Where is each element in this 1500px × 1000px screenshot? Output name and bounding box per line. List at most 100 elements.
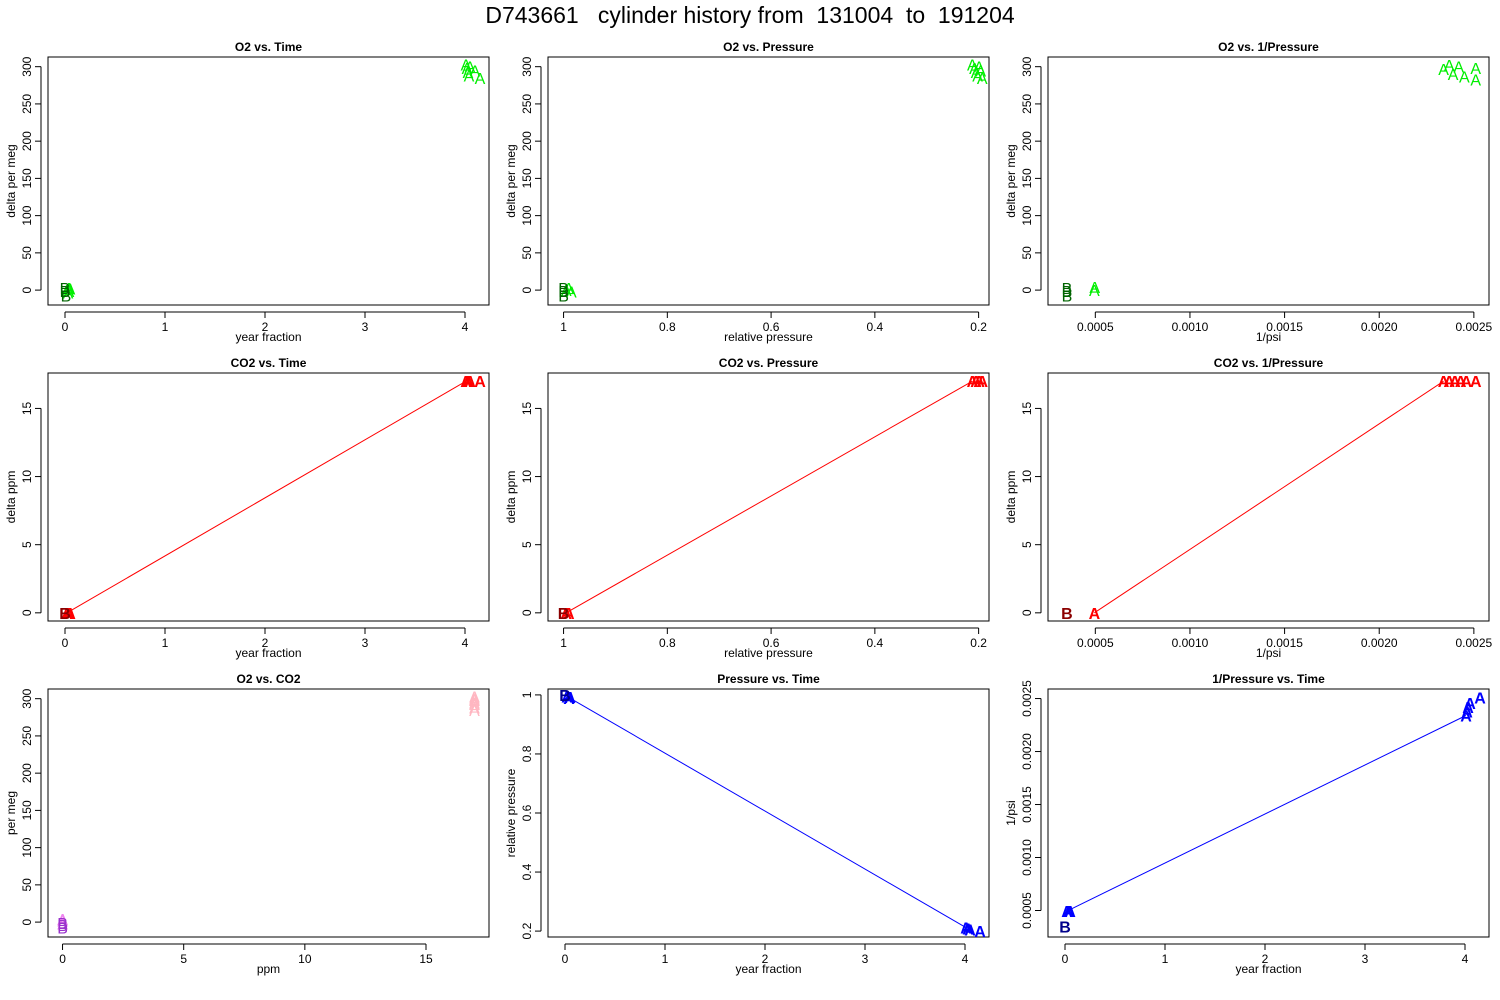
data-point: B [59,606,71,623]
y-tick-label: 300 [520,56,534,76]
data-point: A [1460,708,1472,725]
panel-title: CO2 vs. 1/Pressure [1214,356,1324,370]
data-point: A [1089,283,1100,300]
data-point: A [64,284,75,301]
x-tick-label: 0 [59,952,66,966]
x-axis-label: year fraction [235,330,301,344]
y-axis-label: per meg [4,791,18,835]
data-point: A [977,71,988,88]
data-point: A [469,703,480,720]
x-tick-label: 5 [180,952,187,966]
data-point: B [558,284,569,301]
x-axis-label: ppm [257,962,280,976]
data-point: A [563,691,575,708]
plot-frame [547,372,990,622]
x-tick-label: 0.0005 [1077,636,1114,650]
panel-1: O2 vs. Time 0 1 2 3 4 year fraction 0 50 100 150 20… [4,40,490,344]
data-point: A [475,71,486,88]
data-point: A [1470,61,1481,78]
data-point: A [964,923,976,940]
data-point: B [558,606,570,623]
x-tick-label: 0 [62,636,69,650]
x-tick-label: 1 [560,636,567,650]
x-tick-label: 2 [262,320,269,334]
x-tick-label: 2 [262,636,269,650]
x-axis-label: year fraction [235,646,301,660]
data-point: A [967,374,979,391]
data-point: A [469,701,480,718]
data-point: A [560,606,572,623]
data-point: A [461,57,472,74]
x-tick-label: 0.8 [659,320,676,334]
plot-frame [1047,688,1490,938]
x-tick-label: 0.2 [970,636,987,650]
data-point: A [462,61,473,78]
data-point: A [1455,374,1467,391]
data-point: A [1459,69,1470,86]
data-point: A [1449,374,1461,391]
data-point: A [469,695,480,712]
data-point: A [57,914,68,931]
data-point: B [57,918,68,935]
panel-8: Pressure vs. Time 0 1 2 3 4 year fraction 0.2 0.… [504,672,990,976]
data-point: A [63,606,75,623]
data-point: A [974,924,986,941]
x-tick-label: 0.2 [970,320,987,334]
data-point: A [1474,690,1486,707]
x-tick-label: 0.8 [659,636,676,650]
data-point: A [61,606,73,623]
plot-frame [1047,372,1490,622]
x-tick-label: 3 [1362,952,1369,966]
y-axis-label: delta ppm [504,471,518,524]
data-point: B [558,281,569,298]
y-tick-label: 15 [20,401,34,415]
x-tick-label: 4 [462,320,469,334]
data-point: A [972,69,983,86]
x-axis-label: 1/psi [1256,646,1281,660]
y-tick-label: 150 [1020,168,1034,188]
data-point: A [563,281,574,298]
data-point: A [969,61,980,78]
y-tick-label: 200 [20,131,34,151]
y-tick-label: 250 [20,94,34,114]
y-tick-label: 0.0015 [1020,786,1034,823]
y-tick-label: 100 [520,205,534,225]
y-tick-label: 0.0010 [1020,839,1034,876]
y-tick-label: 0 [1020,286,1034,293]
y-tick-label: 15 [1020,401,1034,415]
x-tick-label: 1 [560,320,567,334]
data-point: A [1438,62,1449,79]
x-axis-label: year fraction [735,962,801,976]
data-point: A [65,282,76,299]
data-point: A [57,912,68,929]
x-tick-label: 3 [862,952,869,966]
data-point: A [962,922,974,939]
data-point: A [462,374,474,391]
panel-title: CO2 vs. Time [231,356,307,370]
data-point: A [1461,704,1473,721]
data-point: A [469,697,480,714]
x-tick-label: 1 [1162,952,1169,966]
y-tick-label: 200 [20,763,34,783]
data-point: B [57,916,68,933]
data-point: A [64,606,76,623]
data-point: B [1059,919,1071,936]
y-tick-label: 5 [1020,541,1034,548]
data-point: A [469,693,480,710]
trend-line [565,380,973,614]
x-tick-label: 0.6 [763,320,780,334]
data-point: A [564,690,576,707]
y-tick-label: 50 [520,246,534,260]
plot-frame [47,372,490,622]
y-tick-label: 0 [1020,609,1034,616]
panel-title: O2 vs. Pressure [723,40,814,54]
x-tick-label: 0.0020 [1361,320,1398,334]
x-tick-label: 3 [362,320,369,334]
panel-title: O2 vs. Time [235,40,302,54]
data-point: A [1470,374,1482,391]
y-tick-label: 0.0025 [1020,680,1034,717]
data-point: A [1470,72,1481,89]
y-tick-label: 250 [20,726,34,746]
data-point: A [474,374,486,391]
